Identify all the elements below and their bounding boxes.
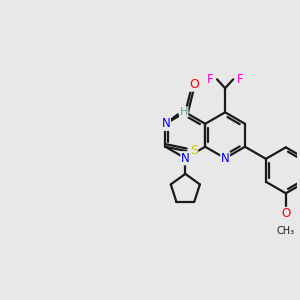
Text: S: S [190, 144, 198, 157]
Text: N: N [162, 117, 170, 130]
Text: F: F [236, 73, 243, 86]
Text: O: O [281, 207, 290, 220]
Text: O: O [189, 78, 199, 91]
Text: N: N [181, 152, 190, 165]
Text: N: N [221, 152, 230, 165]
Text: CH₃: CH₃ [277, 226, 295, 236]
Text: F: F [207, 73, 214, 86]
Text: H: H [179, 107, 188, 117]
